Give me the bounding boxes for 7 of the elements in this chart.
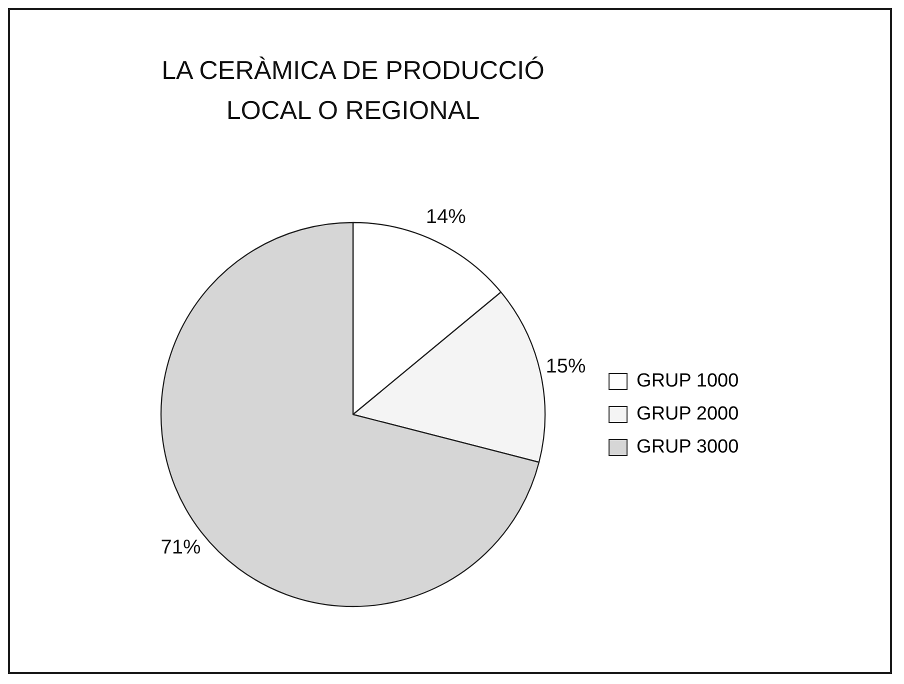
legend-label: GRUP 1000 — [636, 370, 739, 392]
data-label: 15% — [546, 355, 586, 378]
chart-title: LA CERÀMICA DE PRODUCCIÓ LOCAL O REGIONAL — [160, 54, 546, 127]
legend-label: GRUP 3000 — [636, 436, 739, 458]
data-label: 14% — [426, 206, 466, 228]
legend-label: GRUP 2000 — [636, 404, 739, 425]
data-label: 71% — [160, 536, 202, 559]
